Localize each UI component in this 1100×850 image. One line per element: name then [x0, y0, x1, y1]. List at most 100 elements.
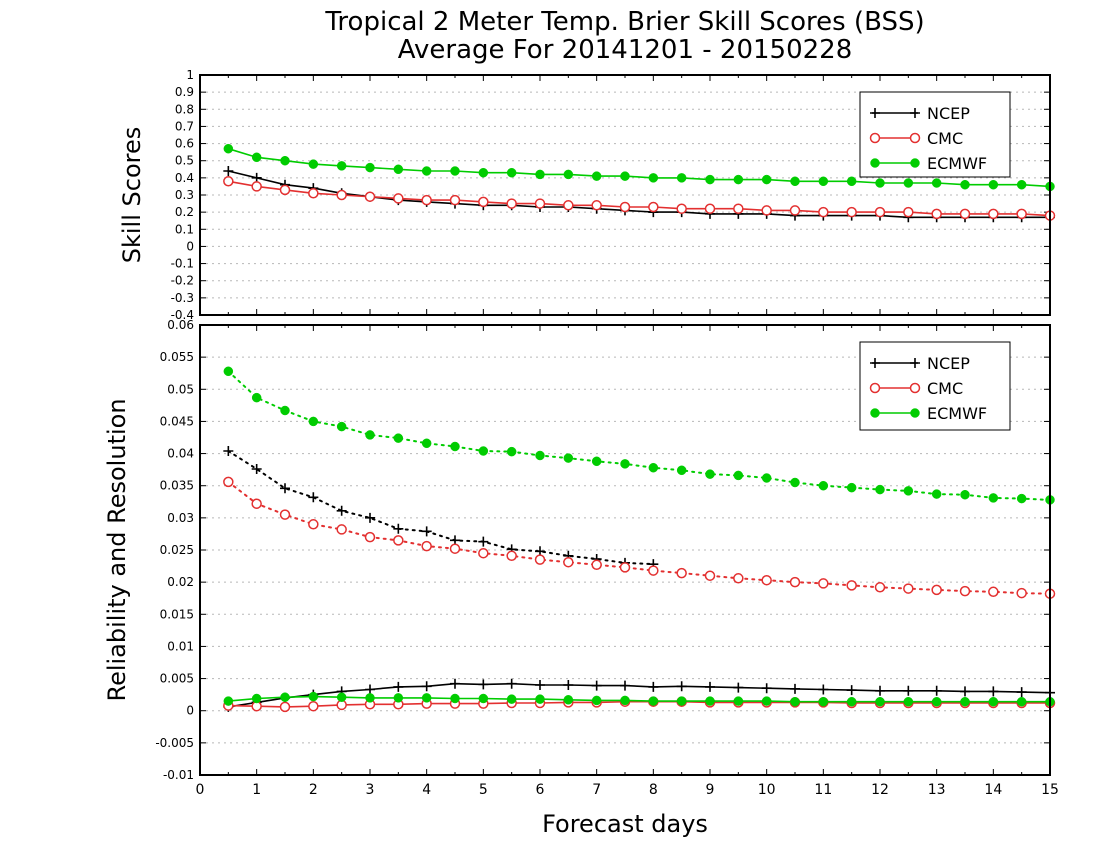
legend-label-ecmwf: ECMWF	[927, 404, 987, 423]
data-point	[223, 176, 234, 187]
y-tick-label: 0.4	[175, 171, 194, 185]
data-point	[903, 178, 914, 188]
x-tick-label: 15	[1041, 782, 1059, 798]
data-point	[534, 554, 546, 565]
x-tick-label: 7	[592, 782, 601, 798]
data-point	[421, 526, 432, 537]
y-tick-label: 0.06	[167, 318, 194, 332]
x-tick-label: 3	[366, 782, 375, 798]
data-point	[790, 477, 800, 488]
legend: NCEP CMC ECMWF	[859, 91, 1011, 178]
data-point	[421, 166, 432, 176]
data-point	[365, 693, 375, 703]
data-point	[903, 583, 914, 594]
x-axis-label: Forecast days	[542, 810, 708, 838]
y-tick-label: -0.005	[155, 736, 194, 750]
data-point	[223, 696, 234, 706]
legend-marker	[910, 408, 920, 418]
data-point	[1016, 179, 1027, 190]
data-point	[619, 562, 631, 573]
chart-panel-2: 0.060.0550.050.0450.040.0350.030.0250.02…	[155, 318, 1059, 798]
data-point	[591, 200, 602, 211]
bottom-y-axis-label: Reliability and Resolution	[103, 398, 131, 701]
data-point	[1016, 493, 1027, 504]
plot-frame	[199, 324, 1051, 776]
y-tick-label: -0.01	[163, 768, 194, 782]
data-point	[789, 205, 801, 216]
data-point	[591, 695, 602, 706]
data-point	[506, 694, 517, 704]
data-point	[478, 446, 489, 456]
data-point	[365, 684, 375, 695]
series-cmc-dotted	[223, 476, 1056, 599]
legend-marker	[910, 108, 920, 118]
data-point	[931, 696, 942, 707]
data-point	[279, 701, 291, 713]
data-point	[563, 556, 574, 568]
y-tick-label: 0.1	[175, 222, 194, 236]
data-point	[308, 188, 319, 199]
y-tick-label: -0.2	[171, 274, 194, 288]
data-point	[251, 498, 262, 509]
y-tick-label: 0.045	[160, 414, 194, 428]
data-point	[308, 700, 319, 712]
data-point	[960, 696, 970, 707]
data-point	[308, 691, 319, 702]
legend-marker	[870, 408, 880, 418]
x-tick-label: 6	[536, 782, 545, 798]
data-point	[223, 446, 234, 456]
legend-marker	[910, 158, 920, 168]
data-point	[875, 696, 885, 707]
series-line	[227, 450, 655, 566]
legend-marker	[869, 132, 881, 144]
data-point	[365, 512, 375, 523]
plot-frame	[199, 74, 1051, 316]
data-point	[506, 167, 517, 178]
data-point	[931, 208, 942, 220]
chart-panel-1: 1 0.9 0.8 0.7 0.6 0.5 0.4 0.3 0.2 0.1 0 -0.1 -0.2 -0.…	[171, 68, 1056, 322]
data-point	[704, 570, 716, 581]
data-point	[449, 194, 461, 206]
data-point	[478, 536, 489, 547]
data-point	[648, 462, 659, 473]
x-tick-label: 13	[928, 782, 946, 798]
data-point	[393, 433, 404, 443]
data-point	[365, 162, 375, 173]
data-point	[421, 681, 432, 692]
legend-marker	[909, 382, 921, 394]
data-point	[308, 416, 319, 427]
data-point	[620, 680, 630, 691]
y-tick-label: -0.1	[171, 257, 194, 271]
data-point	[280, 692, 290, 702]
x-tick-label: 2	[309, 782, 318, 798]
series-ecmwf-solid	[223, 691, 1055, 707]
data-point	[563, 680, 574, 690]
legend-marker	[870, 108, 880, 118]
series-line	[228, 695, 1050, 703]
data-point	[279, 184, 291, 196]
y-tick-label: 0.03	[167, 511, 194, 525]
data-point	[733, 573, 744, 584]
x-tick-label: 11	[814, 782, 832, 798]
y-tick-label: 0.9	[175, 85, 194, 99]
data-point	[563, 200, 574, 211]
data-point	[818, 176, 829, 187]
x-tick-label: 12	[871, 782, 889, 798]
series-line	[227, 480, 1051, 595]
y-tick-label: 0.04	[167, 447, 194, 461]
data-point	[761, 174, 772, 185]
data-point	[705, 681, 715, 692]
data-point	[1016, 687, 1027, 698]
data-point	[478, 679, 489, 690]
data-point	[279, 509, 291, 520]
chart-title: Tropical 2 Meter Temp. Brier Skill Score…	[324, 7, 924, 37]
data-point	[251, 693, 262, 704]
data-point	[591, 456, 602, 467]
data-point	[846, 482, 857, 493]
legend-marker	[870, 358, 880, 368]
data-point	[535, 680, 545, 690]
data-point	[959, 208, 971, 220]
y-tick-label: 0.7	[175, 119, 194, 133]
